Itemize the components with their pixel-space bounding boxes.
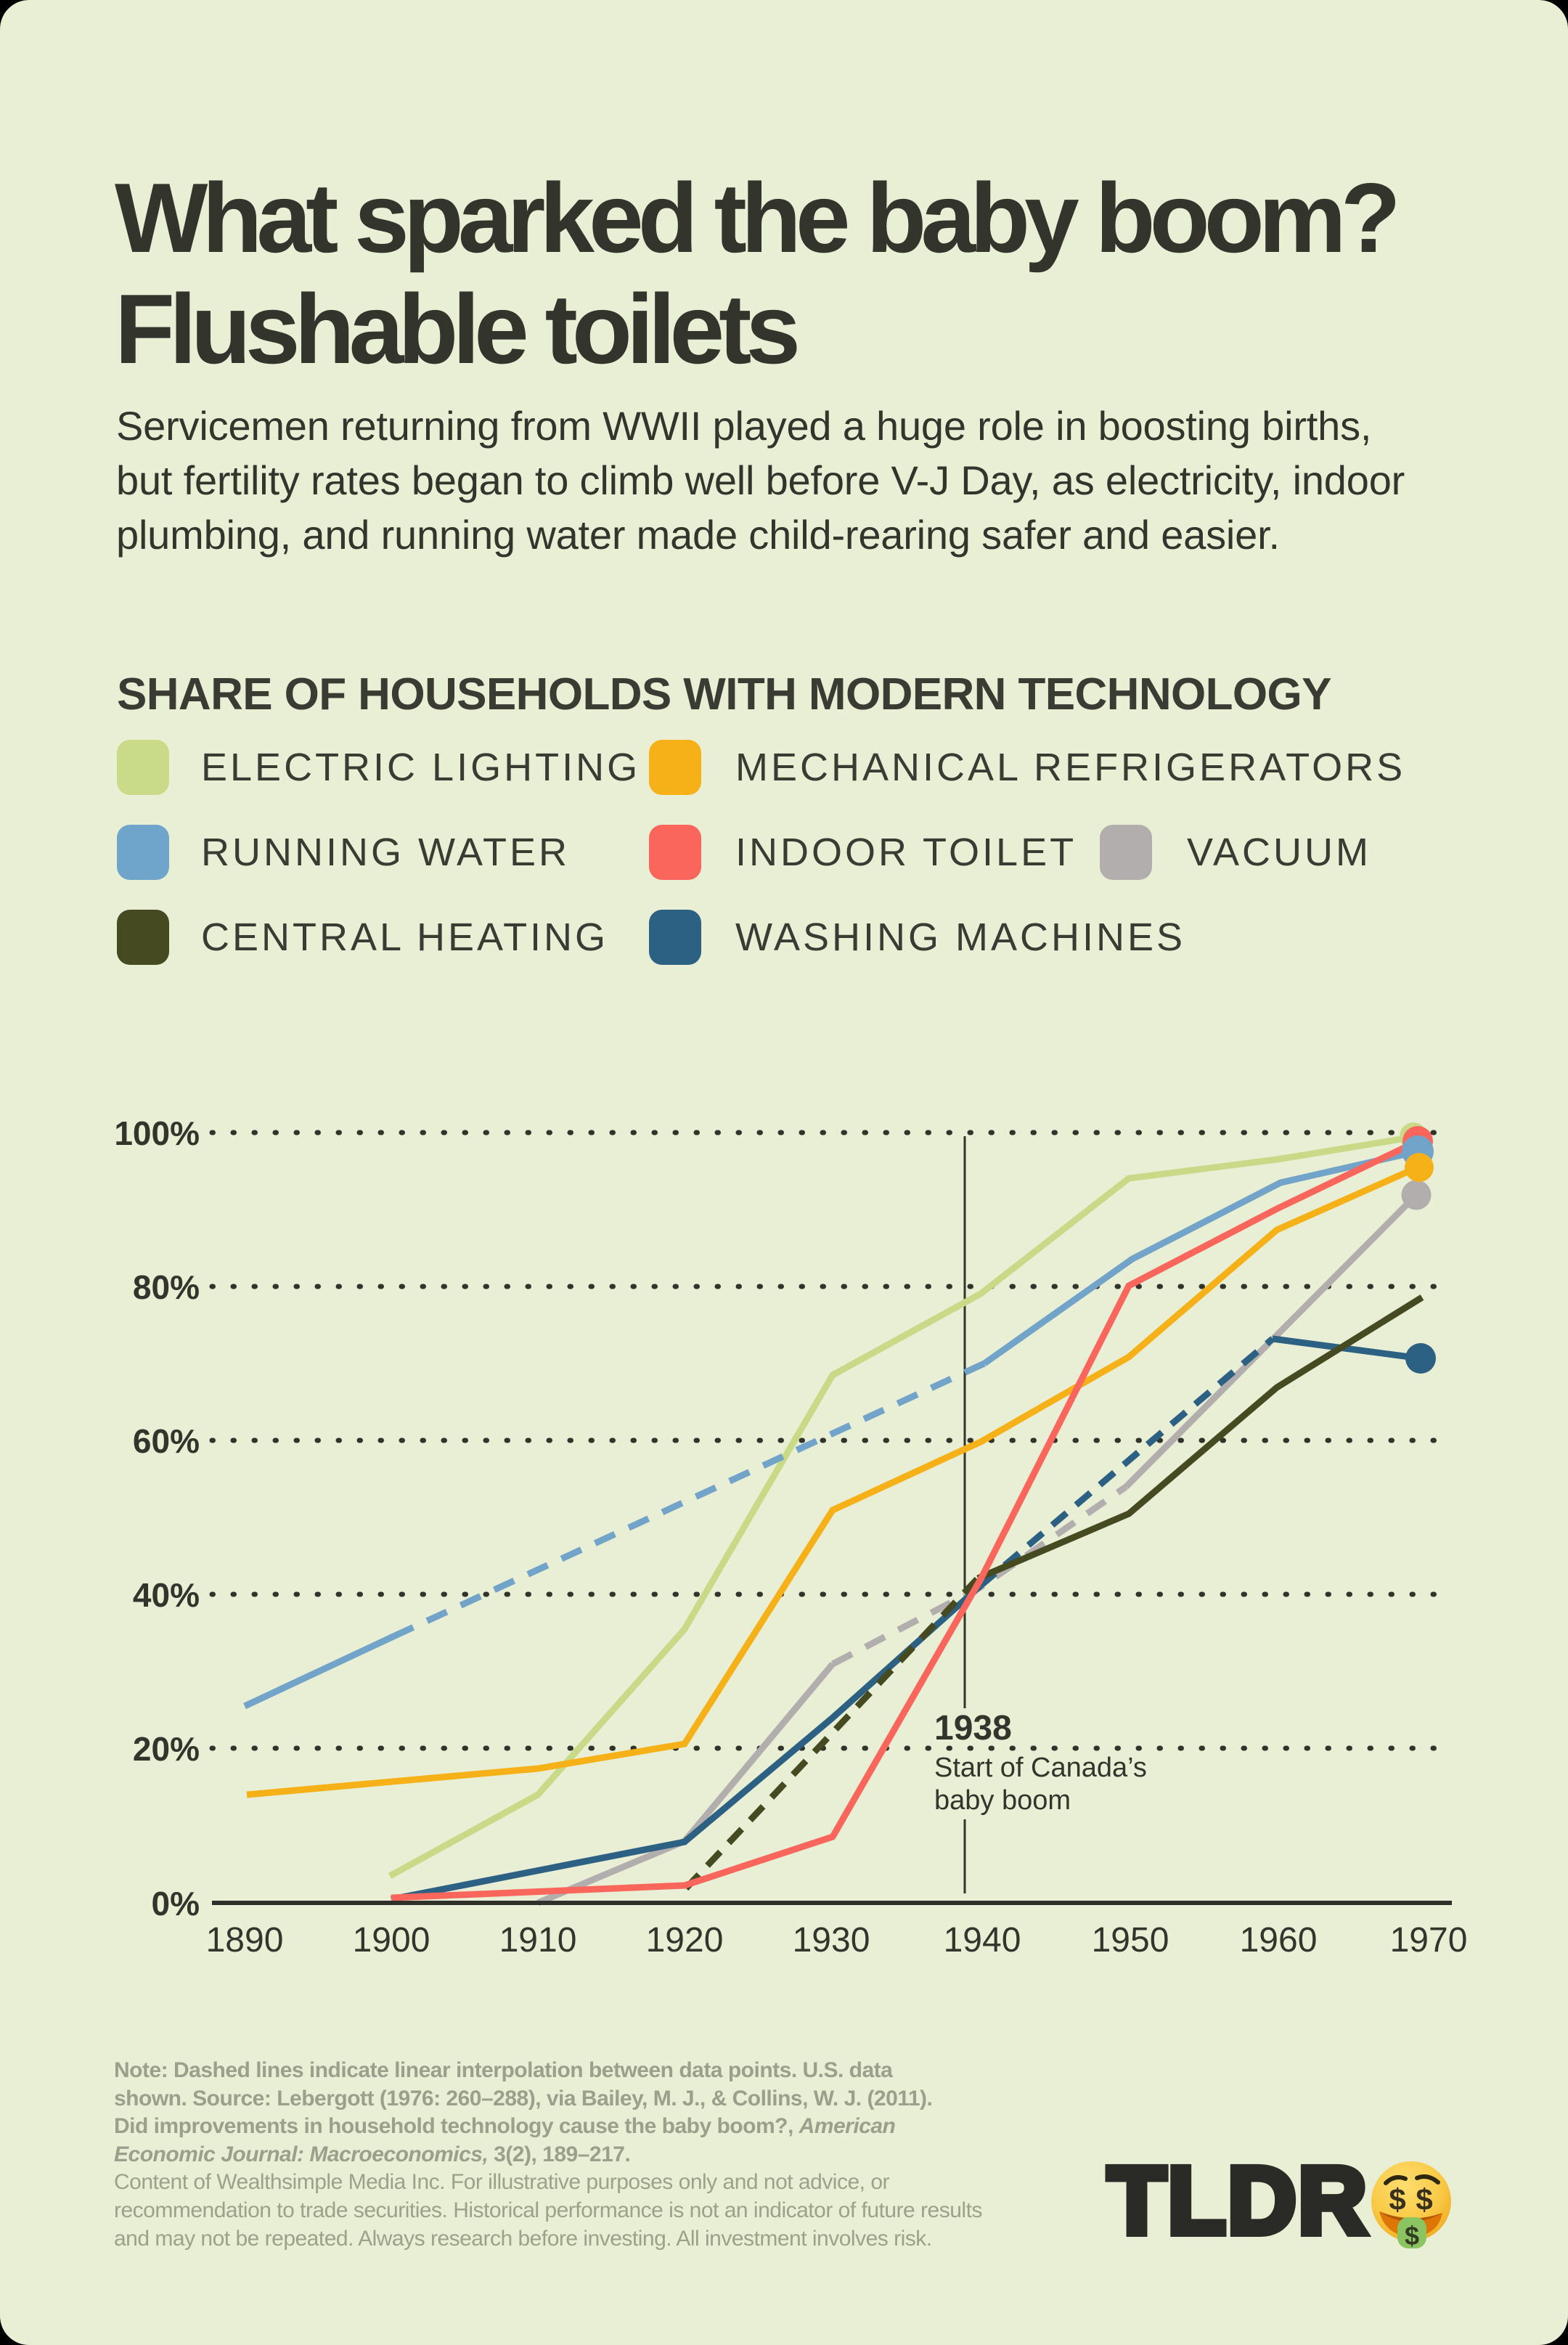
svg-text:1890: 1890 bbox=[206, 1921, 284, 1959]
svg-text:1938: 1938 bbox=[934, 1709, 1012, 1747]
svg-text:40%: 40% bbox=[133, 1576, 200, 1614]
svg-text:1960: 1960 bbox=[1240, 1921, 1318, 1959]
svg-text:baby boom: baby boom bbox=[934, 1785, 1071, 1816]
svg-text:$: $ bbox=[1405, 2221, 1419, 2249]
svg-text:80%: 80% bbox=[133, 1268, 200, 1306]
svg-text:1920: 1920 bbox=[646, 1921, 724, 1959]
svg-text:$: $ bbox=[1416, 2182, 1432, 2216]
svg-text:1970: 1970 bbox=[1390, 1921, 1468, 1959]
svg-text:100%: 100% bbox=[114, 1114, 200, 1152]
svg-text:1950: 1950 bbox=[1092, 1921, 1169, 1959]
svg-text:1940: 1940 bbox=[944, 1921, 1021, 1959]
svg-text:20%: 20% bbox=[133, 1730, 200, 1768]
svg-text:0%: 0% bbox=[152, 1885, 200, 1922]
svg-text:60%: 60% bbox=[133, 1422, 200, 1460]
svg-text:Start of Canada’s: Start of Canada’s bbox=[934, 1753, 1147, 1783]
svg-text:1900: 1900 bbox=[353, 1921, 430, 1959]
svg-text:$: $ bbox=[1389, 2182, 1405, 2216]
svg-text:1930: 1930 bbox=[793, 1921, 870, 1959]
svg-text:1910: 1910 bbox=[499, 1921, 577, 1959]
